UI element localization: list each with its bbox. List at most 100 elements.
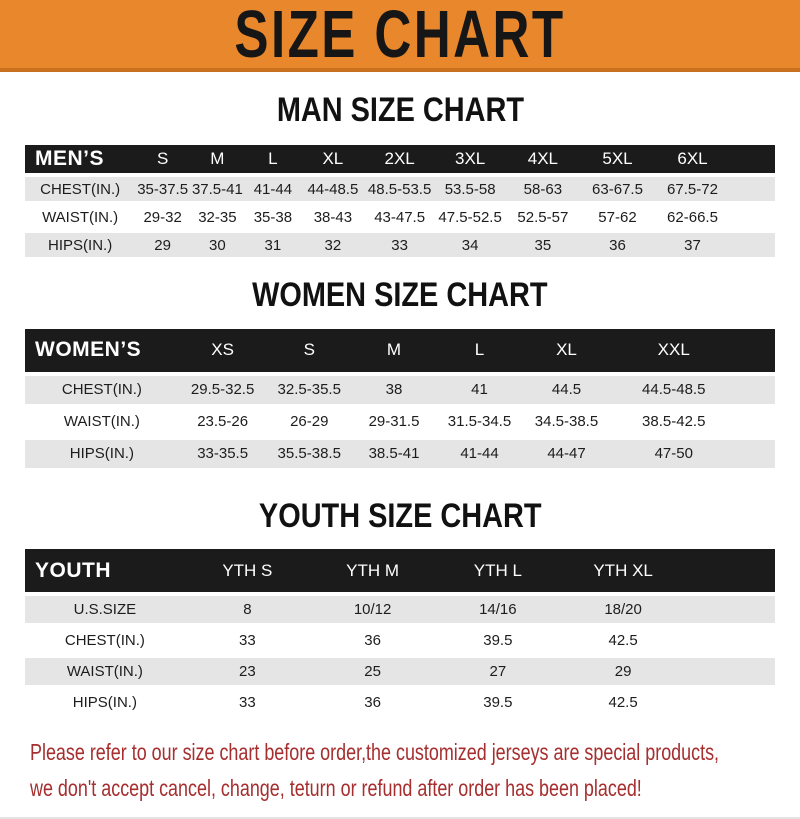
row-label: WAIST(IN.) [25,407,179,436]
cell: 38.5-42.5 [610,407,738,436]
cell: 41-44 [436,439,523,468]
women-size-header: M [352,328,436,372]
cell: 57-62 [579,205,655,230]
men-waist-row: WAIST(IN.) 29-32 32-35 35-38 38-43 43-47… [25,205,775,230]
cell: 31.5-34.5 [436,407,523,436]
cell: 41-44 [244,177,301,202]
cell: 33 [184,627,310,655]
men-size-header: 4XL [505,145,580,174]
cell: 63-67.5 [579,177,655,202]
cell: 32-35 [190,205,245,230]
spacer-cell [737,328,775,372]
cell: 36 [309,689,436,717]
men-header-label: MEN’S [25,145,136,174]
men-heading-text: MAN SIZE CHART [276,91,524,129]
cell: 44-48.5 [301,177,365,202]
women-hips-row: HIPS(IN.) 33-35.5 35.5-38.5 38.5-41 41-4… [25,439,775,468]
youth-size-header: YTH S [184,549,310,593]
women-heading-text: WOMEN SIZE CHART [252,276,548,315]
youth-heading-text: YOUTH SIZE CHART [258,496,542,535]
cell: 52.5-57 [505,205,580,230]
women-size-header: L [436,328,523,372]
cell: 47.5-52.5 [434,205,506,230]
men-section-heading: MAN SIZE CHART [0,91,800,129]
cell: 42.5 [560,689,686,717]
men-size-header: XL [301,145,365,174]
men-size-header: L [244,145,301,174]
cell: 38-43 [301,205,365,230]
women-size-header: S [266,328,352,372]
cell: 31 [244,233,301,258]
row-label: WAIST(IN.) [25,658,185,686]
women-header-row: WOMEN’S XS S M L XL XXL [25,328,775,372]
disclaimer-line-1: Please refer to our size chart before or… [30,739,720,766]
spacer-cell [729,233,775,258]
cell: 8 [184,596,310,624]
row-label: CHEST(IN.) [25,627,185,655]
men-header-row: MEN’S S M L XL 2XL 3XL 4XL 5XL 6XL [25,145,775,174]
cell: 53.5-58 [434,177,506,202]
men-size-header: 6XL [654,145,730,174]
row-label: HIPS(IN.) [25,439,179,468]
youth-size-header: YTH XL [560,549,686,593]
cell: 23.5-26 [178,407,267,436]
cell: 27 [435,658,561,686]
youth-header-label: YOUTH [25,549,185,593]
cell: 14/16 [435,596,561,624]
youth-chest-row: CHEST(IN.) 33 36 39.5 42.5 [25,627,775,655]
cell: 58-63 [505,177,580,202]
cell: 32.5-35.5 [266,375,352,404]
cell: 48.5-53.5 [364,177,435,202]
cell: 32 [301,233,365,258]
cell: 42.5 [560,627,686,655]
cell: 41 [436,375,523,404]
cell: 33-35.5 [178,439,267,468]
cell: 29 [560,658,686,686]
cell: 35.5-38.5 [266,439,352,468]
row-label: HIPS(IN.) [25,233,136,258]
cell: 39.5 [435,689,561,717]
row-label: CHEST(IN.) [25,375,179,404]
men-size-header: M [190,145,245,174]
men-hips-row: HIPS(IN.) 29 30 31 32 33 34 35 36 37 [25,233,775,258]
women-section-heading: WOMEN SIZE CHART [0,276,800,315]
cell: 26-29 [266,407,352,436]
cell: 44.5-48.5 [610,375,738,404]
cell: 44.5 [523,375,610,404]
cell: 38.5-41 [352,439,436,468]
spacer-cell [729,205,775,230]
cell: 35 [505,233,580,258]
women-header-label: WOMEN’S [25,328,179,372]
cell: 29-31.5 [352,407,436,436]
row-label: HIPS(IN.) [25,689,185,717]
cell: 29 [135,233,190,258]
cell: 29.5-32.5 [178,375,267,404]
cell: 25 [309,658,436,686]
spacer-cell [737,439,775,468]
cell: 44-47 [523,439,610,468]
spacer-cell [729,145,775,174]
men-size-table: MEN’S S M L XL 2XL 3XL 4XL 5XL 6XL CHEST… [25,141,775,261]
women-size-header: XXL [610,328,738,372]
cell: 34 [434,233,506,258]
women-size-table: WOMEN’S XS S M L XL XXL CHEST(IN.) 29.5-… [25,325,775,472]
spacer-cell [685,627,775,655]
row-label: WAIST(IN.) [25,205,136,230]
spacer-cell [737,375,775,404]
youth-size-table: YOUTH YTH S YTH M YTH L YTH XL U.S.SIZE … [25,545,775,720]
youth-waist-row: WAIST(IN.) 23 25 27 29 [25,658,775,686]
youth-size-header: YTH L [435,549,561,593]
cell: 35-38 [244,205,301,230]
cell: 39.5 [435,627,561,655]
cell: 62-66.5 [654,205,730,230]
youth-hips-row: HIPS(IN.) 33 36 39.5 42.5 [25,689,775,717]
cell: 37.5-41 [190,177,245,202]
cell: 67.5-72 [654,177,730,202]
order-disclaimer: Please refer to our size chart before or… [30,736,800,808]
youth-section-heading: YOUTH SIZE CHART [0,496,800,535]
cell: 33 [184,689,310,717]
row-label: U.S.SIZE [25,596,185,624]
cell: 34.5-38.5 [523,407,610,436]
cell: 10/12 [309,596,436,624]
